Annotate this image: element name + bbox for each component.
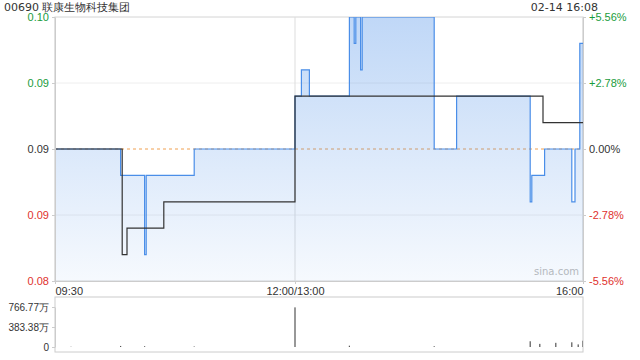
- x-axis: 09:30 12:00/13:00 16:00: [56, 281, 584, 297]
- tick-label: 12:00/13:00: [266, 285, 324, 297]
- tick: -2.78%: [583, 209, 624, 221]
- tick-mark: [583, 149, 586, 150]
- title: 00690 联康生物科技集团: [4, 1, 131, 14]
- tick-label: 16:00: [556, 285, 584, 297]
- tick-label: 0.08: [28, 275, 49, 287]
- price-area: [55, 17, 583, 281]
- tick: 383.38万: [8, 322, 55, 333]
- subtitle: 02-14 16:08: [531, 1, 598, 14]
- tick-mark: [583, 17, 586, 18]
- y2-axis: +5.56%+2.78%0.00%-2.78%-5.56%: [583, 11, 627, 287]
- tick-mark: [52, 83, 55, 84]
- chart: sina.com0.100.090.090.090.08+5.56%+2.78%…: [0, 0, 640, 360]
- tick-mark: [52, 307, 55, 308]
- grid-line-y: [55, 17, 583, 18]
- tick: +2.78%: [583, 77, 627, 89]
- tick: 12:00/13:00: [266, 281, 324, 297]
- tick-mark: [55, 281, 56, 284]
- volume-bar: [434, 346, 435, 347]
- volume-frame: [55, 297, 583, 352]
- tick: -5.56%: [583, 275, 624, 287]
- y-axis: 0.100.090.090.090.08: [28, 11, 56, 287]
- x-axis-line: [56, 281, 584, 282]
- tick: 09:30: [56, 281, 84, 297]
- tick-mark: [295, 281, 296, 284]
- tick-label: 0.00%: [589, 143, 620, 155]
- volume-bar: [144, 346, 145, 347]
- tick: 16:00: [556, 281, 584, 297]
- tick-label: 383.38万: [8, 322, 49, 333]
- volume-bar: [349, 346, 350, 347]
- plot-area: [55, 17, 583, 281]
- volume-bar: [530, 341, 531, 347]
- tick-label: 0.09: [28, 77, 49, 89]
- plot-frame: [55, 17, 583, 281]
- volume-bar: [294, 307, 295, 347]
- tick-mark: [52, 281, 55, 282]
- tick: 0.09: [28, 209, 55, 221]
- tick-mark: [583, 215, 586, 216]
- volume-bar: [194, 346, 195, 347]
- tick-label: 766.77万: [8, 302, 49, 313]
- tick-mark: [52, 17, 55, 18]
- tick-label: 0.09: [28, 209, 49, 221]
- volume-area: [70, 307, 583, 347]
- tick-label: -2.78%: [589, 209, 624, 221]
- volume-axis: 766.77万 383.38万 0: [8, 302, 55, 353]
- tick-mark: [583, 281, 584, 284]
- tick-mark: [52, 347, 55, 348]
- tick: 0.09: [28, 143, 55, 155]
- average-line: [55, 96, 583, 254]
- tick: 766.77万: [8, 302, 55, 313]
- volume-bar: [578, 344, 579, 347]
- volume-axis-line: [55, 308, 56, 348]
- tick-mark: [52, 215, 55, 216]
- tick-label: 0.09: [28, 143, 49, 155]
- volume-bar: [555, 343, 556, 347]
- price-line: [55, 17, 583, 255]
- tick: 0: [43, 342, 55, 353]
- tick: 0.09: [28, 77, 55, 89]
- volume-bar: [539, 344, 540, 347]
- volume-bar: [70, 346, 71, 347]
- volume-bar: [571, 342, 572, 347]
- tick-mark: [583, 83, 586, 84]
- tick-mark: [52, 149, 55, 150]
- tick: 0.08: [28, 275, 55, 287]
- tick: 0.00%: [583, 143, 620, 155]
- tick-label: +2.78%: [589, 77, 627, 89]
- volume-bar: [582, 341, 583, 347]
- tick-label: 0: [43, 342, 49, 353]
- y-axis-line: [55, 18, 56, 282]
- volume-bar: [120, 346, 121, 347]
- grid: [55, 17, 583, 281]
- tick-label: -5.56%: [589, 275, 624, 287]
- tick-label: 09:30: [56, 285, 84, 297]
- tick-mark: [52, 327, 55, 328]
- grid-line-y: [55, 83, 583, 84]
